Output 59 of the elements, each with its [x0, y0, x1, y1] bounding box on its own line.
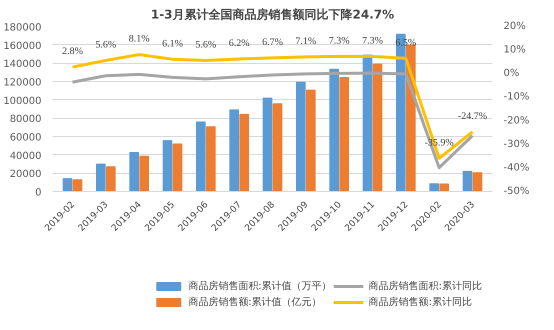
data-label: 5.6%: [95, 39, 116, 50]
data-label: 7.3%: [328, 35, 350, 46]
y2-tick-label: -10%: [504, 92, 530, 103]
data-label: 6.5%: [395, 37, 416, 48]
bar: [439, 183, 449, 192]
bar: [96, 164, 106, 192]
bar: [272, 103, 282, 192]
y2-tick-label: -20%: [504, 115, 530, 126]
legend-label: 商品房销售额:累计值（亿元）: [188, 296, 322, 308]
bar: [339, 77, 349, 192]
y-tick-label: 80000: [10, 114, 42, 126]
y-tick-label: 180000: [3, 22, 42, 34]
legend-label: 商品房销售面积:累计值（万平）: [188, 280, 332, 292]
bar: [162, 140, 172, 192]
bar: [229, 109, 239, 192]
bar: [262, 98, 272, 192]
y-tick-label: 0: [35, 188, 42, 198]
bar: [472, 172, 482, 192]
legend-label: 商品房销售面积:累计同比: [368, 280, 482, 292]
bar: [139, 156, 149, 192]
y2-tick-label: 20%: [504, 21, 526, 32]
bar: [206, 126, 216, 192]
y2-tick-label: 10%: [504, 44, 526, 56]
y-tick-label: 40000: [10, 150, 42, 162]
bar: [129, 152, 139, 192]
bar: [72, 179, 82, 192]
y-tick-label: 100000: [3, 96, 42, 107]
y2-tick-label: -50%: [504, 186, 530, 197]
y-tick-label: 60000: [10, 132, 42, 144]
chart-title: 1-3月累计全国商品房销售额同比下降24.7%: [150, 8, 394, 22]
bar: [372, 64, 382, 192]
data-label: 7.3%: [362, 35, 383, 46]
bar: [106, 166, 116, 192]
y2-tick-label: 0%: [504, 68, 520, 80]
bar: [306, 90, 316, 192]
y-tick-label: 20000: [10, 169, 42, 180]
data-label: 6.2%: [228, 38, 250, 50]
legend-label: 商品房销售额:累计同比: [368, 296, 472, 308]
bar: [196, 122, 206, 192]
bar: [362, 54, 372, 192]
data-label: 6.1%: [162, 38, 183, 50]
bar: [462, 170, 472, 192]
y2-tick-label: -40%: [504, 162, 530, 174]
data-label: 2.8%: [62, 46, 83, 58]
data-label: -24.7%: [458, 110, 488, 122]
bar: [172, 144, 182, 192]
data-label: 7.1%: [295, 36, 316, 47]
y-tick-label: 120000: [3, 78, 42, 88]
bar: [62, 178, 72, 192]
bar: [429, 183, 439, 192]
data-label: 8.1%: [128, 34, 150, 45]
data-label: 5.6%: [195, 39, 216, 50]
y2-tick-label: -30%: [504, 138, 530, 150]
y-tick-label: 160000: [3, 40, 42, 52]
bar: [329, 68, 339, 192]
y-tick-label: 140000: [3, 59, 42, 70]
data-label: 6.7%: [262, 36, 283, 48]
bar: [296, 82, 306, 192]
bar: [239, 114, 249, 192]
